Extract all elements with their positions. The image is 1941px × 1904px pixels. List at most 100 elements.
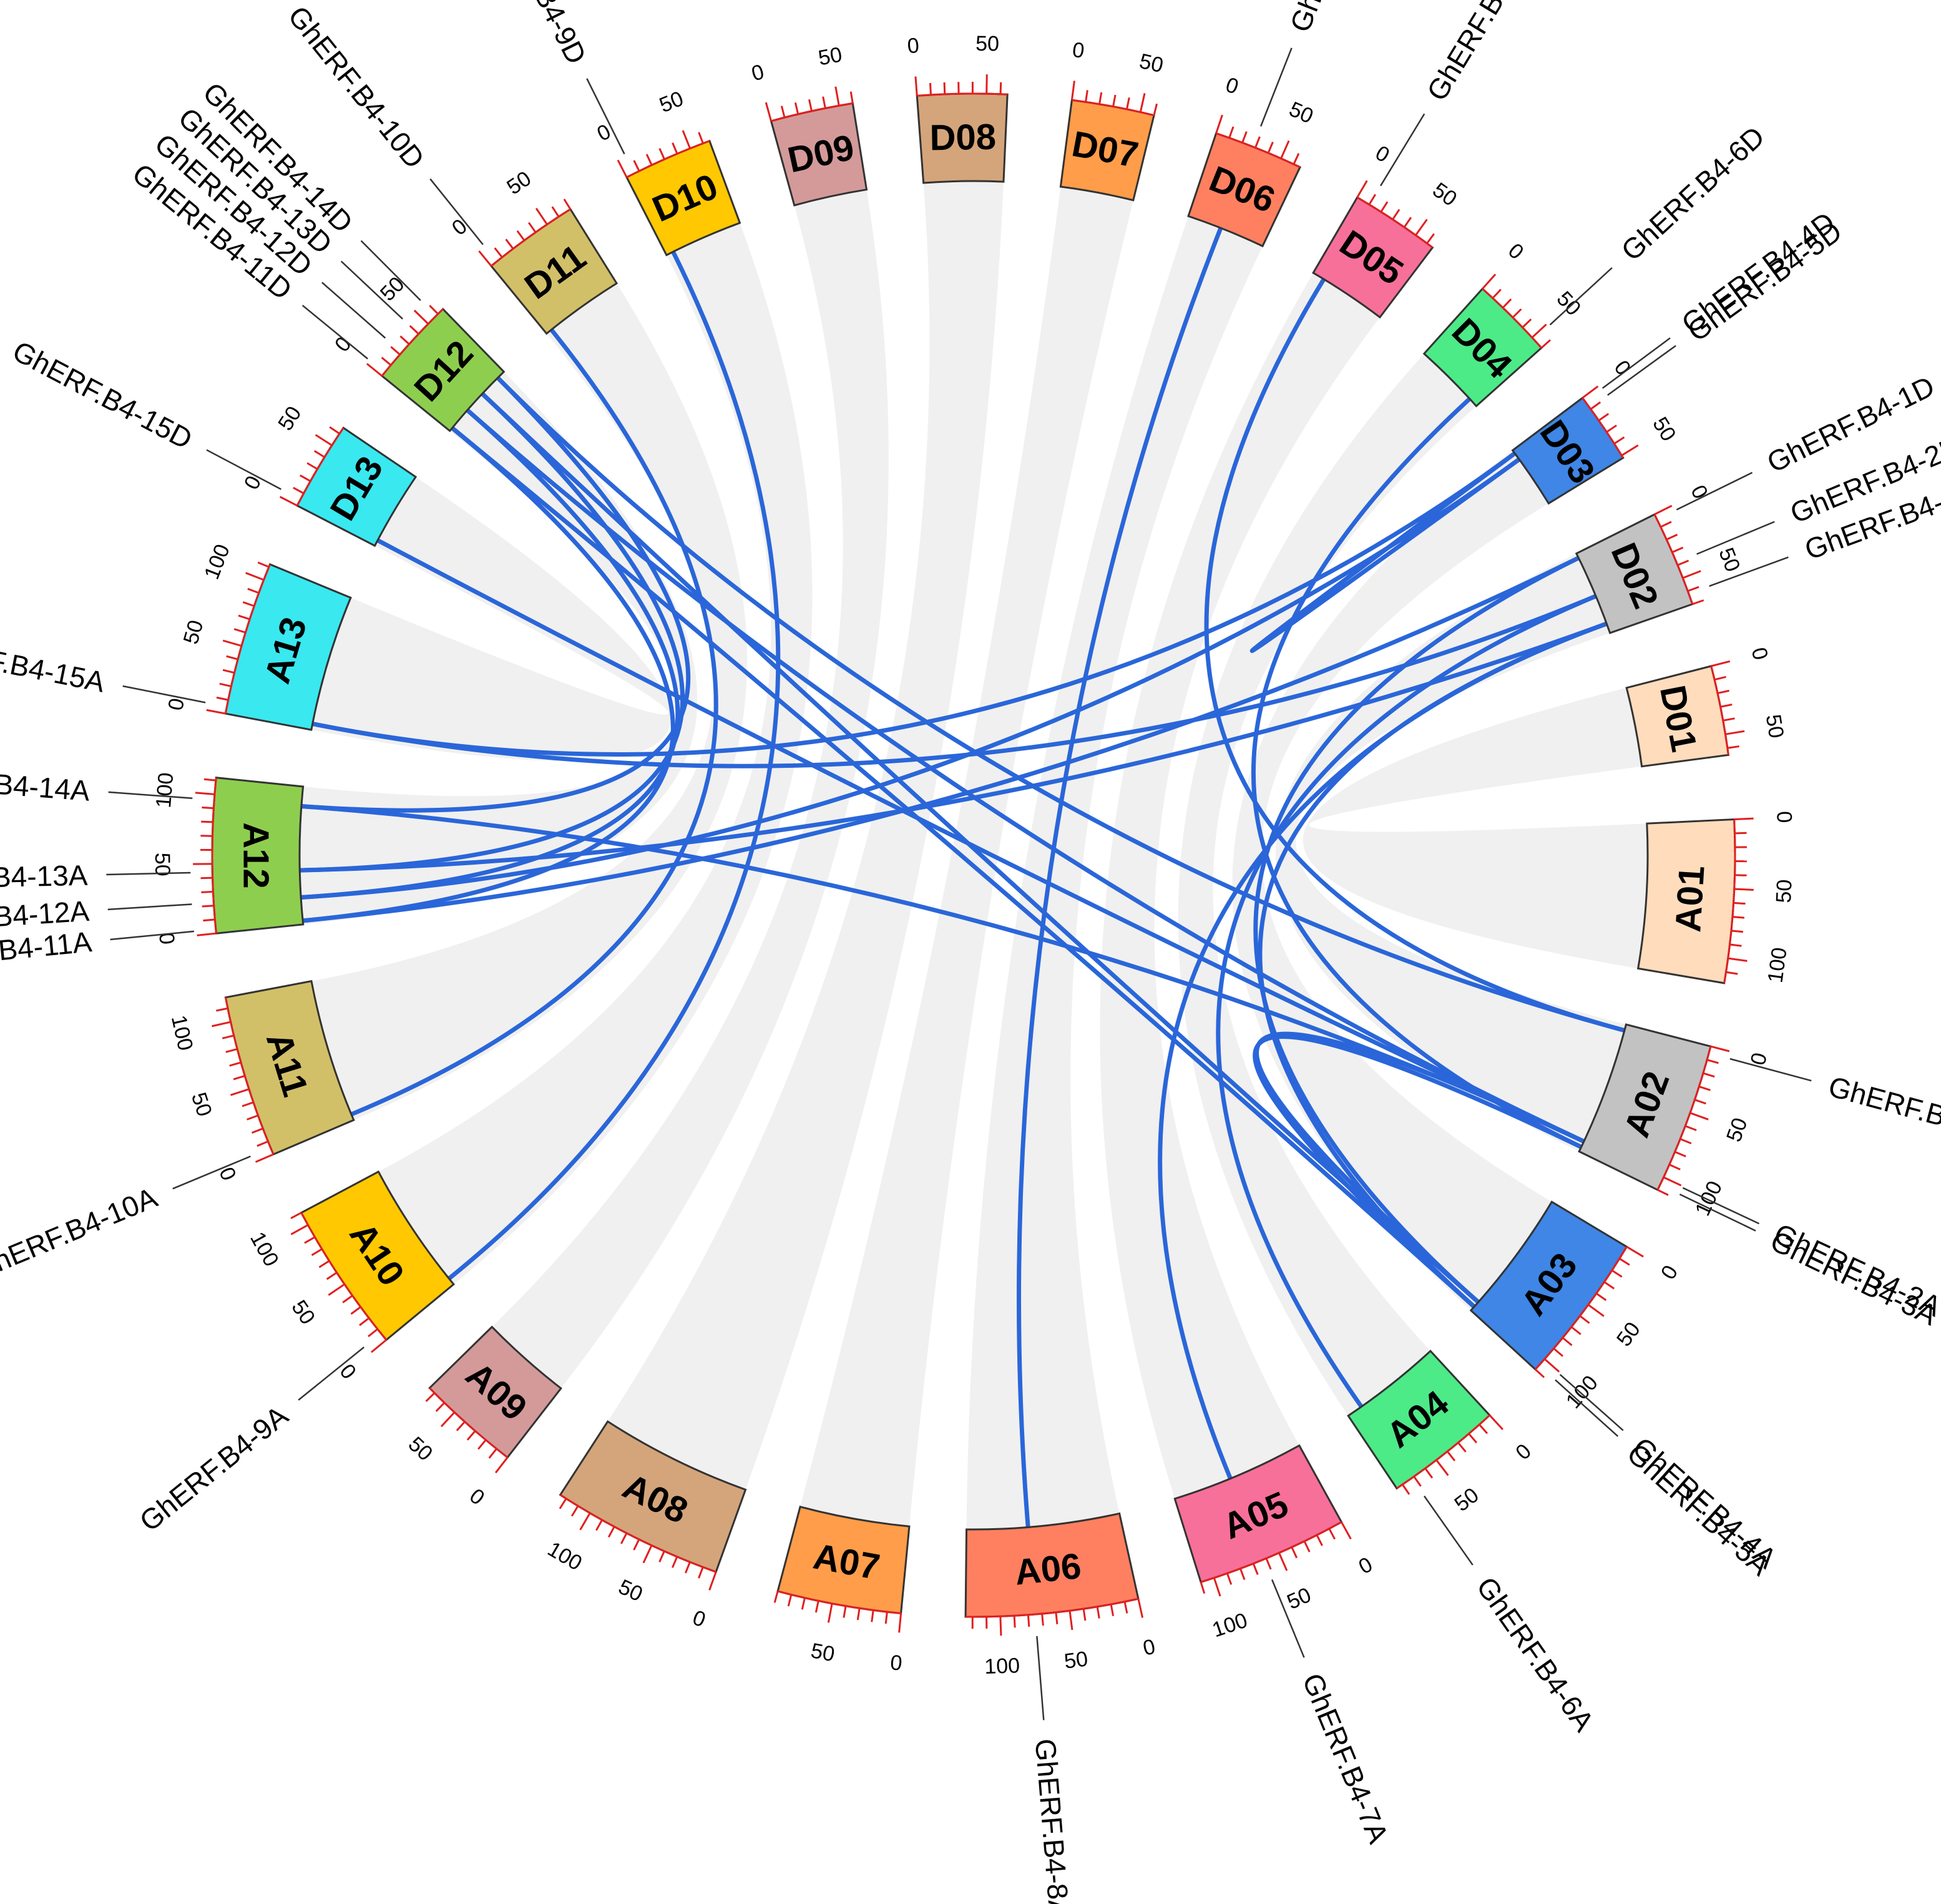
tick-D05-20	[1380, 201, 1389, 213]
tick-D05-0	[1356, 180, 1368, 198]
link-1	[1204, 277, 1627, 1033]
tick-axis-D11	[491, 208, 571, 267]
tick-A06-0	[1137, 1598, 1144, 1618]
tick-A11-60	[233, 1074, 245, 1081]
gene-leader-GhERF.B4-3D	[1709, 556, 1789, 587]
ribbon-A06-D06	[966, 216, 1263, 1529]
gene-leader-GhERF.B4-7A	[1271, 1579, 1305, 1658]
tick-label-D04-0: 0	[1503, 238, 1528, 264]
link-2	[465, 408, 1587, 1144]
tick-label-A07-50: 50	[809, 1639, 836, 1666]
tick-A12-0	[197, 932, 217, 936]
chromosome-label-A06: A06	[1013, 1546, 1083, 1593]
gene-label-GhERF.B4-9A: GhERF.B4-9A	[134, 1399, 295, 1538]
tick-A04-30	[1457, 1442, 1467, 1453]
tick-A05-40	[1291, 1546, 1298, 1559]
tick-A11-40	[242, 1101, 254, 1107]
tick-A13-100	[245, 572, 265, 581]
tick-label-A02-50: 50	[1722, 1115, 1753, 1145]
tick-D07-0	[1070, 81, 1075, 101]
chromosome-label-A01: A01	[1668, 865, 1712, 933]
tick-D01-0	[1711, 660, 1731, 667]
gene-leader-GhERF.B4-12D	[321, 282, 386, 339]
tick-A03-40	[1595, 1292, 1607, 1302]
link-4	[1251, 396, 1584, 1149]
tick-label-D10-0: 0	[594, 120, 615, 146]
tick-D06-60	[1293, 153, 1300, 165]
tick-A05-20	[1316, 1534, 1323, 1546]
gene-leader-GhERF.B4-1D	[1676, 471, 1753, 511]
tick-A08-70	[620, 1533, 628, 1544]
tick-D13-60	[329, 426, 340, 434]
tick-A02-60	[1684, 1125, 1697, 1131]
link-17	[297, 621, 1609, 873]
tick-D09-50	[834, 86, 840, 106]
tick-A11-110	[215, 1007, 228, 1012]
tick-A08-100	[579, 1513, 591, 1531]
tick-D13-20	[300, 474, 311, 483]
gene-label-GhERF.B4-10D: GhERF.B4-10D	[282, 0, 431, 174]
tick-label-A10-100: 100	[245, 1228, 283, 1270]
tick-A10-10	[368, 1328, 378, 1338]
tick-D07-10	[1085, 90, 1088, 102]
tick-label-D06-50: 50	[1286, 97, 1317, 129]
tick-label-D10-50: 50	[656, 87, 687, 117]
gene-leader-GhERF.B4-2A	[1682, 1187, 1760, 1225]
tick-label-A06-50: 50	[1063, 1647, 1089, 1673]
tick-A11-10	[257, 1141, 269, 1147]
ribbon-A10-D10	[378, 223, 813, 1285]
tick-A02-80	[1675, 1151, 1686, 1157]
tick-D13-40	[313, 450, 325, 458]
tick-D13-0	[279, 496, 298, 507]
tick-A08-90	[595, 1519, 603, 1531]
tick-D01-60	[1727, 745, 1739, 749]
gene-leader-GhERF.B4-11D	[301, 305, 368, 360]
tick-A08-110	[570, 1505, 579, 1517]
tick-A07-0	[898, 1613, 902, 1633]
tick-A07-60	[814, 1601, 819, 1613]
gene-leader-GhERF.B4-7D	[1379, 113, 1425, 187]
tick-label-A06-0: 0	[1141, 1635, 1158, 1661]
gene-leader-GhERF.B4-1A	[1729, 1058, 1812, 1082]
tick-A06-80	[1027, 1614, 1030, 1627]
tick-A06-10	[1123, 1601, 1128, 1614]
tick-label-A08-100: 100	[544, 1537, 586, 1575]
tick-label-A11-0: 0	[214, 1164, 240, 1184]
tick-A07-10	[884, 1611, 888, 1624]
gene-leader-GhERF.B4-14D	[360, 240, 421, 302]
tick-label-A13-50: 50	[179, 617, 208, 647]
tick-D09-10	[780, 106, 786, 118]
tick-D08-20	[943, 82, 946, 94]
tick-A08-120	[559, 1498, 567, 1509]
tick-D07-30	[1112, 94, 1117, 107]
tick-D06-30	[1254, 136, 1261, 149]
tick-label-A03-0: 0	[1656, 1261, 1683, 1283]
tick-A09-70	[425, 1392, 436, 1402]
tick-D02-10	[1660, 521, 1672, 528]
tick-D02-70	[1692, 599, 1704, 606]
tick-A09-50	[440, 1411, 456, 1428]
tick-D12-20	[390, 346, 401, 356]
link-3	[375, 537, 1587, 1144]
gene-label-GhERF.B4-7D: GhERF.B4-7D	[1420, 0, 1543, 106]
tick-A08-0	[708, 1571, 717, 1591]
tick-label-D07-0: 0	[1071, 38, 1086, 63]
tick-A02-40	[1694, 1099, 1706, 1105]
tick-A13-10	[216, 696, 228, 701]
tick-label-A08-0: 0	[690, 1606, 709, 1632]
tick-axis-A12	[211, 777, 217, 934]
link-25	[1258, 621, 1609, 1309]
ribbon-A03-D03	[1232, 450, 1552, 1311]
tick-A10-0	[371, 1339, 387, 1353]
tick-label-A01-50: 50	[1772, 879, 1797, 903]
link-10	[1017, 225, 1223, 1529]
tick-D10-40	[672, 142, 678, 154]
tick-A03-90	[1553, 1348, 1563, 1357]
ribbon-A04-D04	[1178, 353, 1477, 1416]
link-layer	[297, 225, 1627, 1529]
gene-leader-GhERF.B4-5A	[1555, 1379, 1619, 1437]
link-11	[446, 249, 781, 1281]
tick-D11-60	[551, 206, 560, 217]
tick-axis-D09	[771, 102, 853, 122]
tick-label-D06-0: 0	[1223, 73, 1241, 99]
